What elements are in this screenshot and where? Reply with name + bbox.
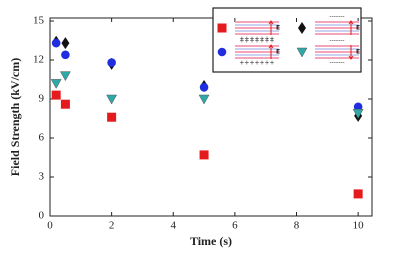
plot-frame (49, 17, 373, 217)
marker-square (107, 112, 117, 122)
y-tick-label: 9 (39, 93, 45, 105)
icon-field-label: E (276, 49, 280, 56)
icon-field-label: E (276, 25, 280, 32)
icon-charges: +++++++ (239, 38, 274, 45)
icon-charges: ------- (329, 60, 344, 67)
marker-circle (51, 38, 61, 48)
icon-field-label: E (356, 25, 360, 32)
icon-charges: ------- (329, 38, 344, 45)
marker-square (217, 23, 227, 33)
marker-square (51, 90, 61, 100)
marker-triangle (59, 71, 71, 82)
marker-triangle (352, 109, 364, 119)
icon-field-label: E (356, 49, 360, 56)
x-tick-label: 2 (109, 220, 115, 232)
icon-arrowhead (268, 20, 274, 25)
marker-diamond (298, 22, 306, 34)
icon-arrowhead (348, 20, 354, 25)
marker-diamond (61, 37, 70, 50)
x-tick-label: 6 (232, 220, 238, 232)
icon-arrowhead (268, 44, 274, 49)
y-tick-label: 6 (39, 132, 45, 144)
icon-charges: +++++++ (239, 36, 274, 43)
y-tick-label: 0 (39, 210, 45, 222)
marker-square (199, 150, 209, 160)
marker-triangle (106, 94, 118, 105)
marker-circle (199, 83, 209, 92)
marker-circle (107, 58, 116, 67)
marker-square (353, 189, 363, 199)
x-tick-label: 0 (47, 220, 53, 232)
x-axis-label: Time (s) (190, 234, 232, 248)
marker-square (60, 99, 70, 109)
icon-charges: +++++++ (239, 60, 274, 67)
marker-triangle (50, 79, 62, 89)
marker-circle (353, 102, 363, 112)
x-tick-label: 4 (171, 220, 177, 232)
y-tick-label: 15 (33, 15, 45, 27)
y-tick-label: 3 (39, 171, 45, 183)
marker-triangle (198, 94, 210, 105)
marker-circle (217, 47, 227, 57)
y-axis-label: Field Strength (kV/cm) (8, 58, 22, 176)
icon-arrowhead (348, 55, 354, 60)
marker-circle (61, 50, 70, 60)
x-tick-label: 10 (353, 220, 365, 232)
icon-charges: ------- (329, 14, 344, 21)
y-tick-label: 12 (33, 54, 44, 66)
x-tick-label: 8 (294, 220, 300, 232)
legend-box (212, 7, 362, 73)
marker-triangle (296, 47, 308, 58)
